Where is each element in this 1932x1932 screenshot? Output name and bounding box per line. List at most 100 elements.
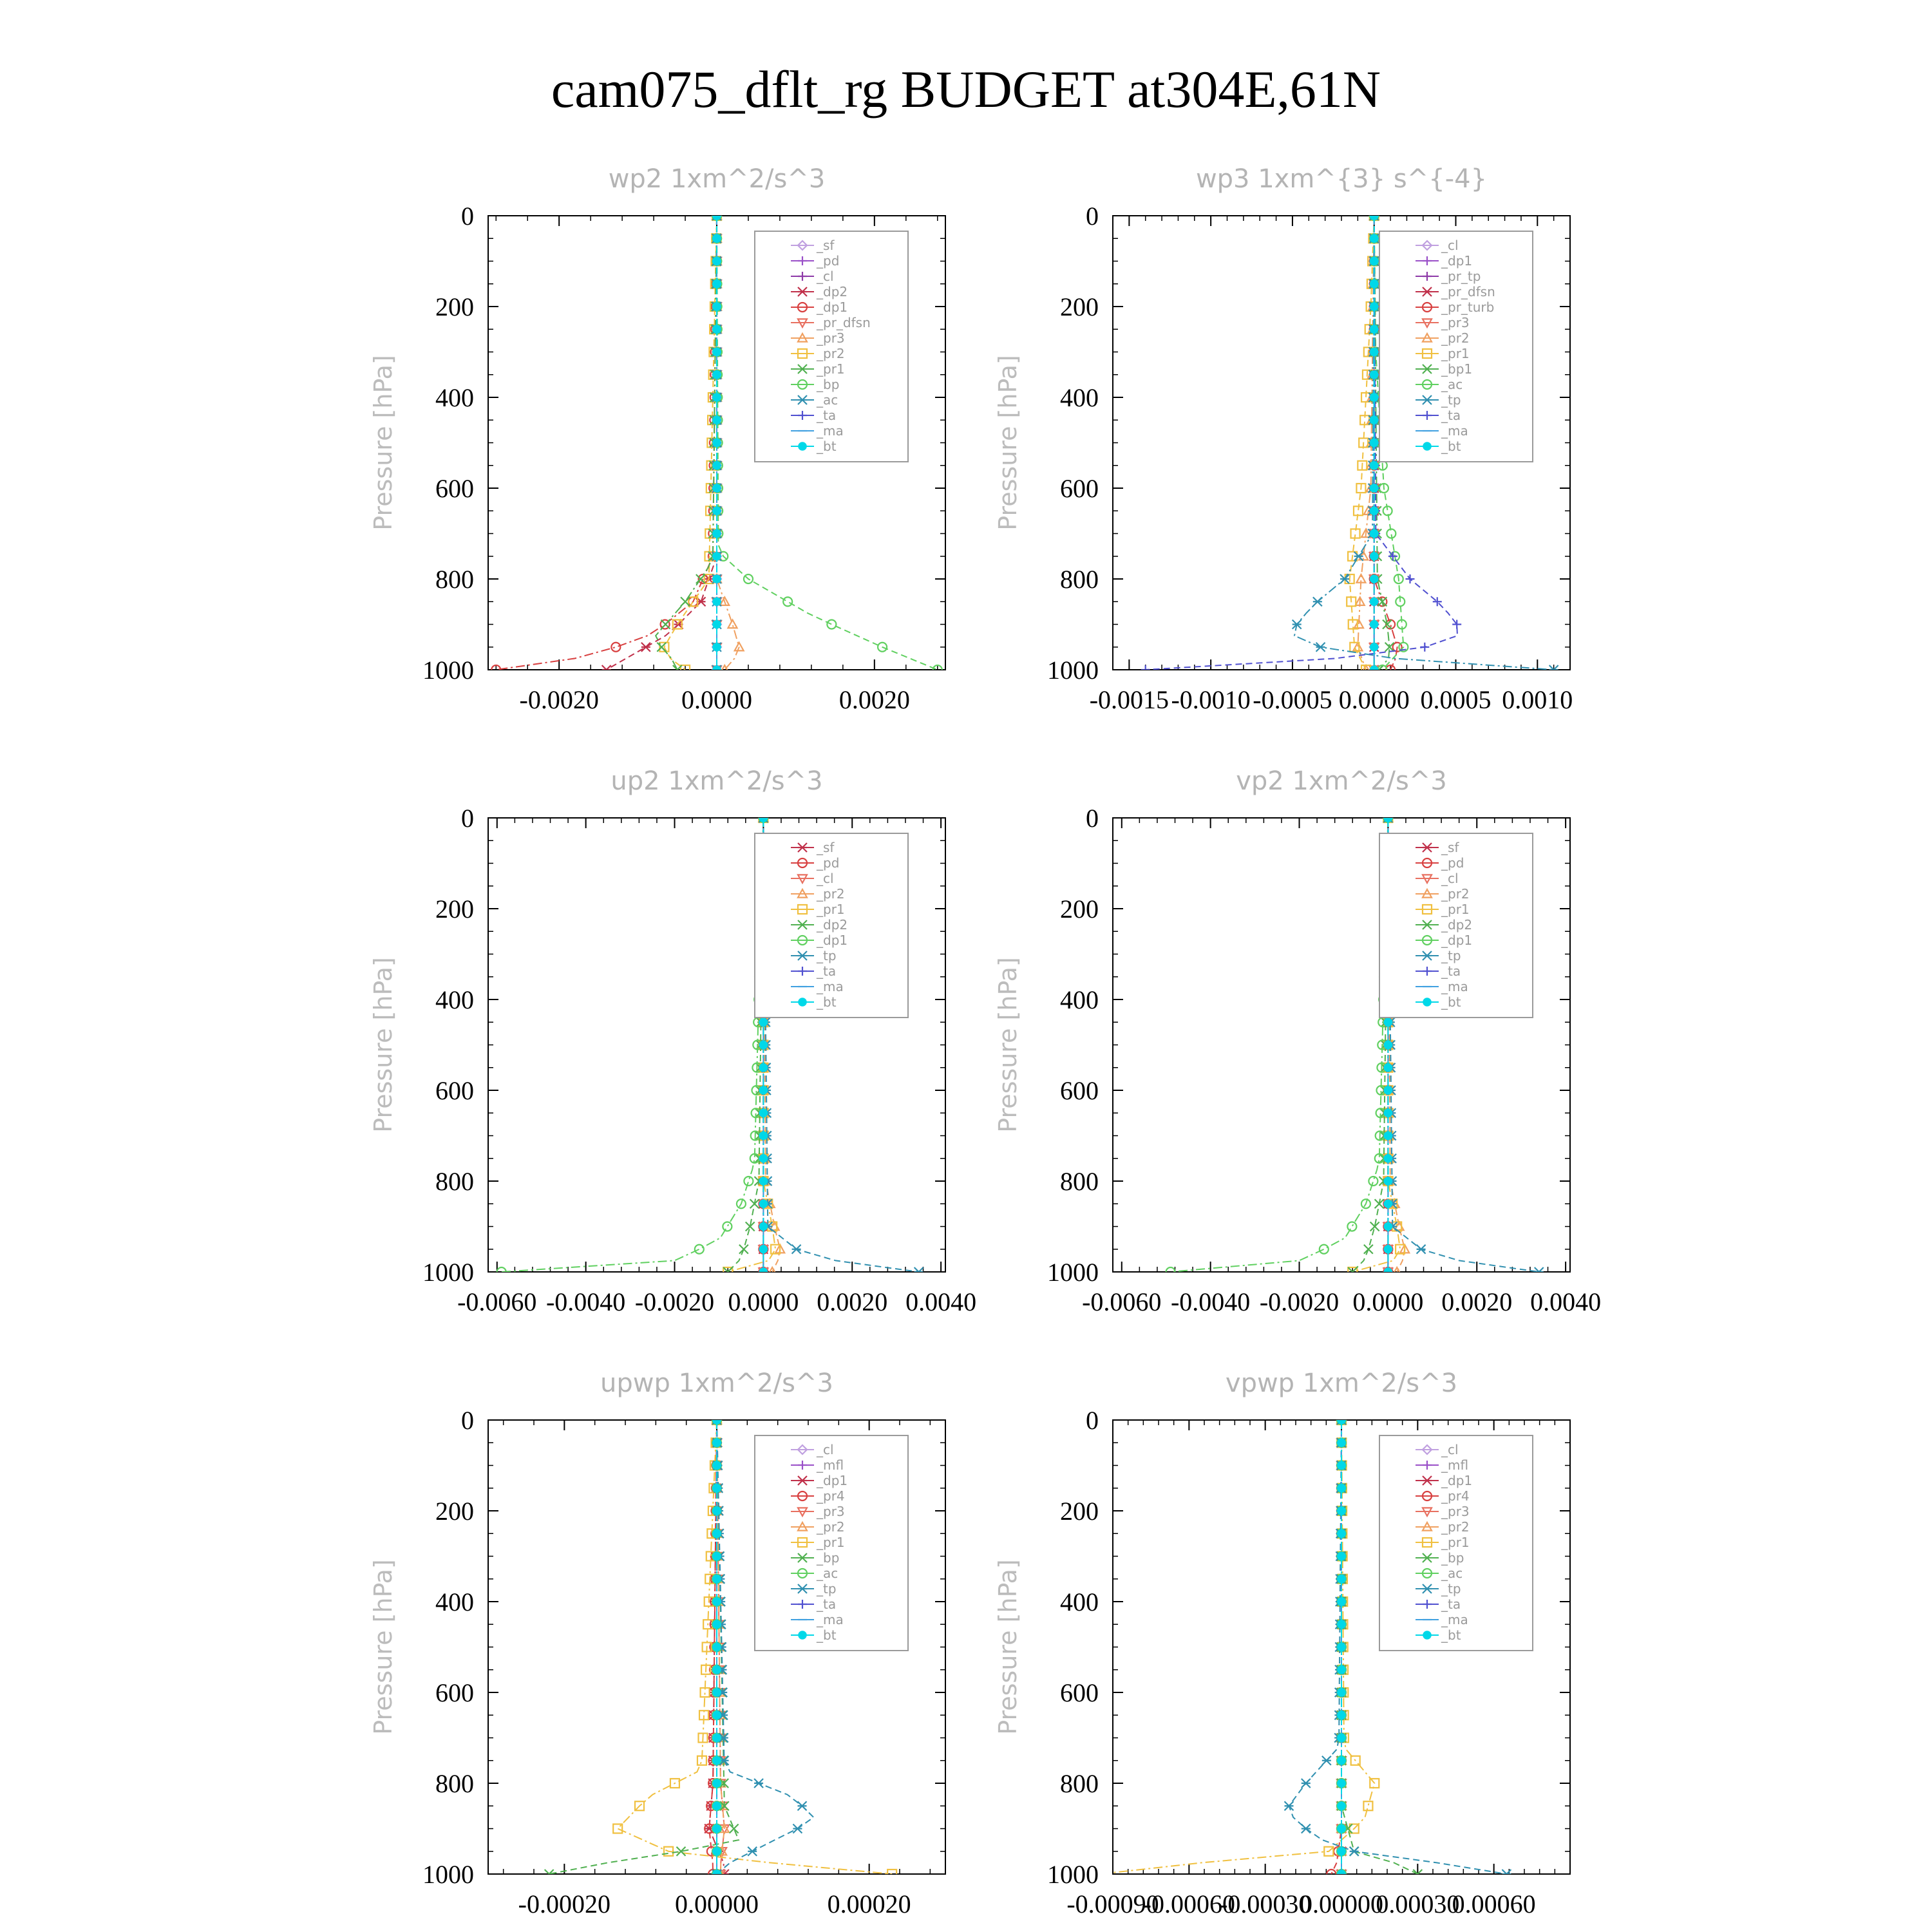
- chart-upwp: upwp 1xm^2/s^3 Pressure [hPa] 0 200 400 600 80…: [369, 1368, 946, 1918]
- legend-label: _ma: [1441, 979, 1468, 994]
- legend-marker: [1421, 857, 1433, 869]
- data-point: [1369, 234, 1379, 243]
- legend-label: _bt: [1441, 994, 1461, 1010]
- legend-marker: [797, 951, 808, 961]
- legend-marker: [798, 1631, 807, 1640]
- series-line-pr2: [663, 216, 717, 670]
- y-tick-label: 0: [461, 1406, 474, 1435]
- y-tick-label: 600: [1060, 474, 1099, 503]
- legend: _cl_mfl_dp1_pr4_pr3_pr2_pr1_bp_ac_tp_ta_…: [1379, 1435, 1533, 1651]
- legend-marker: [797, 332, 808, 343]
- legend-label: _dp1: [816, 1473, 848, 1488]
- legend-marker: [797, 934, 808, 946]
- legend-label: _pr2: [1441, 330, 1470, 346]
- legend-marker: [797, 348, 808, 359]
- legend-label: _sf: [816, 840, 835, 855]
- legend-marker: [797, 887, 808, 898]
- data-point: [723, 1267, 734, 1272]
- data-point: [1360, 664, 1372, 670]
- legend-label: _ma: [1441, 1612, 1468, 1627]
- legend-label: _cl: [816, 871, 834, 886]
- y-tick-label: 200: [1060, 292, 1099, 321]
- data-point: [712, 1756, 721, 1765]
- legend-label: _pr3: [1441, 1504, 1470, 1519]
- data-point: [1383, 1222, 1393, 1231]
- x-tick-label: 0.0000: [681, 685, 752, 714]
- legend-label: _mfl: [1441, 1457, 1468, 1473]
- data-point: [712, 1529, 721, 1539]
- legend-label: _pd: [816, 855, 839, 871]
- data-point: [663, 1846, 674, 1857]
- data-point: [712, 574, 721, 583]
- data-point: [1383, 1040, 1393, 1050]
- data-point: [1349, 641, 1360, 652]
- legend-label: _pr2: [816, 1519, 845, 1535]
- data-point: [791, 1244, 802, 1255]
- data-point: [712, 1574, 721, 1584]
- legend-label: _bp1: [1441, 361, 1472, 377]
- data-point: [1337, 1824, 1346, 1833]
- data-point: [491, 664, 502, 670]
- data-point: [797, 1801, 808, 1812]
- legend-label: _pr1: [816, 902, 845, 917]
- data-point: [696, 574, 706, 584]
- data-point: [1312, 596, 1323, 607]
- y-axis-label: Pressure [hPa]: [369, 355, 397, 531]
- data-point: [712, 393, 721, 402]
- data-point: [1291, 619, 1302, 630]
- data-point: [712, 620, 721, 629]
- legend-marker: [1421, 887, 1433, 898]
- legend-marker: [1422, 364, 1432, 374]
- legend-marker: [1423, 272, 1432, 281]
- legend-label: _pr3: [816, 330, 845, 346]
- legend-box: [1379, 231, 1533, 462]
- legend-label: _pr1: [816, 361, 845, 377]
- data-point: [697, 1732, 708, 1743]
- series-line-pr1: [1349, 216, 1375, 670]
- data-point: [1337, 1597, 1346, 1606]
- y-tick-label: 600: [435, 474, 474, 503]
- data-point: [712, 370, 721, 379]
- legend-marker: [1421, 240, 1433, 251]
- y-tick-label: 400: [435, 1587, 474, 1616]
- legend-marker: [1422, 395, 1432, 405]
- y-tick-label: 1000: [422, 1258, 474, 1287]
- legend-marker: [797, 874, 808, 885]
- x-tick-label: -0.0060: [457, 1287, 536, 1316]
- chart-title: vp2 1xm^2/s^3: [1236, 766, 1447, 796]
- data-point: [753, 1778, 764, 1788]
- data-point: [641, 641, 651, 652]
- data-point: [712, 256, 721, 266]
- legend-marker: [798, 256, 807, 265]
- y-tick-label: 800: [435, 565, 474, 594]
- y-tick-label: 0: [1086, 202, 1099, 231]
- data-point: [1420, 642, 1430, 652]
- data-point: [712, 1846, 721, 1856]
- data-point: [1369, 393, 1379, 402]
- data-point: [712, 1710, 721, 1720]
- data-point: [759, 1153, 768, 1163]
- y-axis-label: Pressure [hPa]: [994, 355, 1022, 531]
- legend-marker: [1421, 1444, 1433, 1455]
- data-point: [1369, 529, 1379, 538]
- y-tick-label: 1000: [422, 656, 474, 685]
- legend-marker: [798, 967, 807, 976]
- legend-label: _dp1: [816, 299, 848, 315]
- data-point: [1358, 437, 1369, 448]
- y-tick-label: 600: [435, 1678, 474, 1707]
- y-tick-label: 200: [1060, 1497, 1099, 1526]
- data-point: [688, 596, 699, 607]
- y-tick-label: 400: [1060, 1587, 1099, 1616]
- y-tick-label: 200: [435, 895, 474, 923]
- data-point: [1383, 1108, 1393, 1118]
- y-tick-label: 800: [435, 1769, 474, 1798]
- legend-label: _mfl: [816, 1457, 844, 1473]
- legend-marker: [1422, 951, 1432, 961]
- x-tick-label: -0.0020: [520, 685, 599, 714]
- legend-marker: [1421, 1567, 1433, 1579]
- x-tick-label: -0.00020: [518, 1889, 611, 1918]
- data-point: [712, 597, 721, 607]
- y-tick-label: 400: [435, 985, 474, 1014]
- legend-marker: [797, 1537, 808, 1548]
- legend-marker: [797, 1475, 808, 1486]
